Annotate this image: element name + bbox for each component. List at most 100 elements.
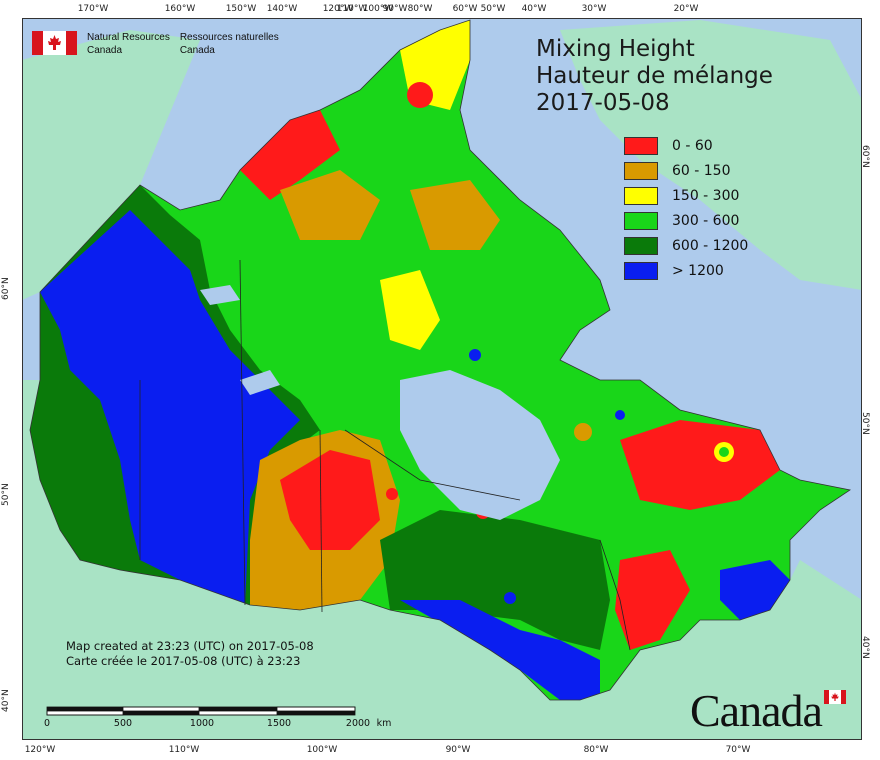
legend-item: 150 - 300 — [624, 183, 748, 208]
scale-label: 1500 — [266, 718, 292, 729]
spot-quebec-mid — [574, 423, 592, 441]
border-sk-mb — [319, 429, 323, 613]
tick-left-40n: 40°N — [1, 689, 11, 712]
tick-top-60w: 60°W — [452, 4, 478, 14]
scale-unit: km — [376, 718, 392, 729]
legend-swatch — [624, 236, 658, 255]
tick-bottom-100w: 100°W — [306, 745, 338, 755]
legend-label: 60 - 150 — [672, 162, 731, 179]
legend-item: 300 - 600 — [624, 208, 748, 233]
tick-bottom-110w: 110°W — [168, 745, 200, 755]
scale-label: 500 — [113, 718, 133, 729]
agency-signature: Natural Resources Canada Ressources natu… — [32, 31, 279, 57]
map-canvas — [22, 18, 862, 740]
spot-hudson — [469, 349, 481, 361]
map-title: Mixing Height Hauteur de mélange 2017-05… — [536, 36, 773, 117]
legend-swatch — [624, 186, 658, 205]
canada-wordmark: Canada — [690, 684, 846, 737]
legend-item: 600 - 1200 — [624, 233, 748, 258]
agency-name-fr: Ressources naturelles Canada — [180, 31, 279, 57]
legend-swatch — [624, 161, 658, 180]
spot-manitoba — [386, 488, 398, 500]
scale-label: 0 — [43, 718, 51, 729]
tick-top-90w: 90°W — [382, 4, 408, 14]
spot-ontario — [504, 592, 516, 604]
usa-land — [22, 380, 862, 740]
greenland-land — [560, 20, 862, 290]
tick-top-140w: 140°W — [266, 4, 298, 14]
tick-bottom-120w: 120°W — [24, 745, 56, 755]
canada-flag-icon — [32, 31, 77, 55]
title-french: Hauteur de mélange — [536, 63, 773, 89]
field-600-1200-ontario — [380, 510, 610, 650]
legend-label: 300 - 600 — [672, 212, 740, 229]
legend-label: 600 - 1200 — [672, 237, 749, 254]
spot-labrador-inner — [719, 447, 729, 457]
legend-item: 0 - 60 — [624, 133, 748, 158]
great-slave-lake — [240, 370, 280, 395]
tick-top-30w: 30°W — [581, 4, 607, 14]
legend-item: 60 - 150 — [624, 158, 748, 183]
alaska-land — [22, 30, 200, 300]
border-on-qc — [599, 539, 631, 651]
tick-top-160w: 160°W — [164, 4, 196, 14]
field-0-60-south-quebec — [615, 550, 690, 650]
border-mb-on — [344, 429, 521, 501]
credit-french: Carte créée le 2017-05-08 (UTC) à 23:23 — [66, 654, 301, 668]
legend: 0 - 60 60 - 150 150 - 300 300 - 600 600 … — [624, 133, 748, 283]
scale-bar: 0 500 1000 1500 2000 km — [43, 704, 406, 734]
tick-top-170w: 170°W — [77, 4, 109, 14]
agency-fr-line1: Ressources naturelles — [179, 32, 279, 43]
field-0-60-prairie — [280, 450, 380, 550]
agency-en-line2: Canada — [87, 45, 123, 56]
province-borders — [139, 259, 631, 651]
tick-left-60n: 60°N — [1, 277, 11, 300]
map-area — [22, 18, 862, 740]
legend-swatch — [624, 211, 658, 230]
credit-english: Map created at 23:23 (UTC) on 2017-05-08 — [66, 639, 314, 653]
tick-bottom-90w: 90°W — [445, 745, 471, 755]
field-60-150-arctic — [280, 170, 380, 240]
legend-swatch — [624, 136, 658, 155]
title-english: Mixing Height — [536, 36, 695, 62]
field-over-1200-west — [40, 210, 300, 605]
scale-label: 1000 — [189, 718, 215, 729]
wordmark-text: Canada — [690, 685, 823, 736]
field-0-60-quebec — [620, 420, 780, 510]
border-ab-sk — [239, 259, 246, 606]
field-over-1200-ontario — [400, 600, 600, 700]
agency-name-en: Natural Resources Canada — [87, 31, 170, 57]
field-0-60-arctic-west — [240, 110, 340, 200]
tick-top-110w: 110°W — [336, 4, 368, 14]
tick-top-150w: 150°W — [225, 4, 257, 14]
legend-label: 150 - 300 — [672, 187, 740, 204]
wordmark-flag-icon — [824, 690, 846, 704]
title-date: 2017-05-08 — [536, 90, 670, 116]
canada-outline — [29, 19, 852, 701]
legend-item: > 1200 — [624, 258, 748, 283]
scale-bar-graphic — [46, 706, 356, 716]
great-bear-lake — [200, 285, 240, 305]
tick-top-20w: 20°W — [673, 4, 699, 14]
field-over-1200-maritimes — [720, 560, 790, 620]
legend-label: > 1200 — [672, 262, 724, 279]
tick-top-40w: 40°W — [521, 4, 547, 14]
map-border — [22, 18, 862, 740]
agency-fr-line2: Canada — [179, 45, 215, 56]
spot-quebec-north — [615, 410, 625, 420]
tick-top-50w: 50°W — [480, 4, 506, 14]
tick-top-100w: 100°W — [362, 4, 394, 14]
legend-label: 0 - 60 — [672, 137, 713, 154]
tick-bottom-70w: 70°W — [725, 745, 751, 755]
tick-top-80w: 80°W — [407, 4, 433, 14]
spot-low-ellesmere — [407, 82, 433, 108]
tick-top-120w: 120°W — [322, 4, 354, 14]
field-150-300-kivalliq — [380, 270, 440, 350]
map-credit: Map created at 23:23 (UTC) on 2017-05-08… — [66, 639, 314, 669]
agency-en-line1: Natural Resources — [87, 32, 170, 43]
scale-label: 2000 — [345, 718, 371, 729]
legend-swatch — [624, 261, 658, 280]
tick-left-50n: 50°N — [1, 483, 11, 506]
field-60-150-baffin — [410, 180, 500, 250]
